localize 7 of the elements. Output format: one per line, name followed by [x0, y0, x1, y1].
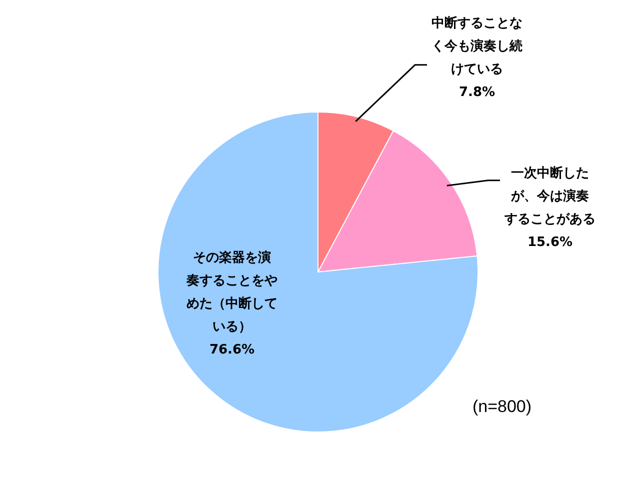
data-label: 7.8% — [458, 85, 496, 100]
slice-label: 一次中断したが、今は演奏することがある — [504, 166, 596, 228]
slice-label: その楽器を演奏することをやめた（中断している） — [186, 250, 278, 335]
text: (n=800) — [472, 397, 532, 416]
data-label: 76.6% — [209, 342, 255, 358]
slice-label: 中断することなく今も演奏し続けている — [432, 16, 522, 78]
data-label: 15.6% — [527, 235, 573, 250]
